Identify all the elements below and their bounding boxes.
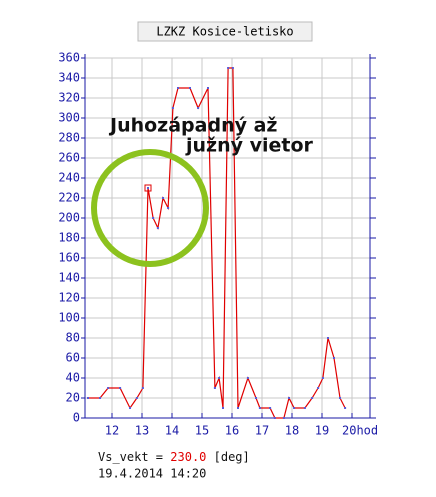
x-tick-label: 17 [255,424,269,438]
title-box [137,21,313,42]
y-tick-label: 360 [58,51,80,65]
point [273,417,276,419]
y-tick-label: 260 [58,151,80,165]
y-tick-label: 60 [66,351,80,365]
y-tick-label: 320 [58,91,80,105]
point [141,387,144,389]
point [197,107,200,109]
point [213,387,216,389]
chart-title: LZKZ Kosice-letisko [156,25,293,39]
x-tick-label: 19 [315,424,329,438]
x-tick-label: 16 [225,424,239,438]
y-tick-label: 20 [66,391,80,405]
y-tick-label: 240 [58,171,80,185]
point [303,407,306,409]
point [258,407,261,409]
point [167,207,170,209]
point [162,197,164,199]
x-tick-label: 13 [135,424,149,438]
readout-unit: [deg] [214,450,250,464]
point [339,397,341,399]
point [293,407,296,409]
point [231,67,234,69]
point [227,67,230,69]
point [218,377,221,379]
y-tick-label: 140 [58,271,80,285]
readout: Vs_vekt = 230.0 [deg] [98,450,250,464]
y-tick-label: 120 [58,291,80,305]
y-tick-label: 200 [58,211,80,225]
y-tick-label: 180 [58,231,80,245]
y-tick-label: 40 [66,371,80,385]
point [237,407,239,409]
annotation: Juhozápadný až [108,115,277,137]
point [327,337,329,339]
y-tick-label: 220 [58,191,80,205]
point [135,397,138,399]
point [317,387,320,389]
y-tick-label: 0 [73,411,80,425]
point [171,107,174,109]
plot: 0 20 40 60 80 100 120 140 160 180 200 220 240 260 280 3… [58,51,378,438]
annotation: južný vietor [185,135,314,157]
point [189,87,191,89]
point [119,387,122,389]
highlight-marker [144,184,152,192]
y-tick-label: 340 [58,71,80,85]
point [152,217,155,219]
point [129,407,131,409]
readout-prefix: Vs_vekt = [98,450,163,464]
point [333,357,335,359]
y-tick-label: 100 [58,311,80,325]
point [344,407,347,409]
point [87,397,89,399]
x-tick-label: 12 [105,424,119,438]
y-tick-label: 300 [58,111,80,125]
point [99,397,101,399]
x-tick-label: 18 [285,424,299,438]
x-tick-label: 15 [195,424,209,438]
point [321,377,324,379]
x-tick-label: 14 [165,424,179,438]
point [255,397,257,399]
point [177,87,179,89]
point [311,397,314,399]
point [222,407,224,409]
y-tick-label: 280 [58,131,80,145]
point [246,377,249,379]
readout-value: 230.0 [170,450,206,464]
point [147,187,149,189]
y-tick-label: 80 [66,331,80,345]
point [156,227,159,229]
point [207,87,209,89]
highlight-circle [91,149,209,267]
y-tick-label: 160 [58,251,80,265]
timestamp: 19.4.2014 14:20 [98,467,206,481]
point [107,387,110,389]
point [269,407,272,409]
point [282,417,285,419]
point [288,397,290,399]
x-tick-label: 20hod [342,424,378,438]
